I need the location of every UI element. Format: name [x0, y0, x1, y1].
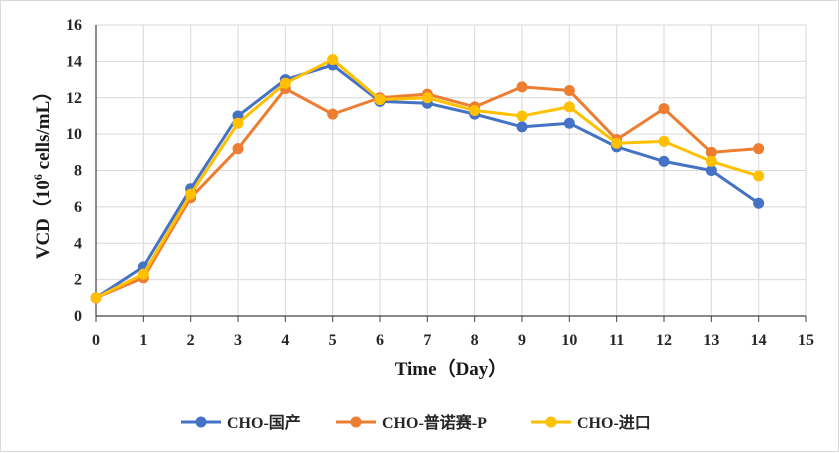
x-tick-label: 2 [187, 332, 195, 349]
x-tick-label: 8 [471, 332, 479, 349]
data-point [90, 292, 102, 304]
y-tick-label: 2 [74, 272, 82, 289]
data-point [421, 92, 433, 104]
data-point [563, 101, 575, 113]
data-point [469, 104, 481, 116]
x-tick-label: 5 [329, 332, 337, 349]
data-point [137, 268, 149, 280]
x-tick-label: 3 [234, 332, 242, 349]
data-point [185, 188, 197, 200]
data-point [705, 155, 717, 167]
y-tick-label: 14 [66, 53, 82, 70]
legend-swatch-marker [545, 416, 557, 428]
data-point [753, 143, 765, 155]
x-tick-label: 11 [609, 332, 624, 349]
x-axis-title: Time（Day） [395, 357, 508, 380]
data-point [753, 197, 765, 209]
y-axis-title: VCD（106 cells/mL） [31, 82, 54, 260]
x-tick-label: 13 [703, 332, 719, 349]
y-tick-label: 10 [66, 126, 82, 143]
x-tick-label: 7 [423, 332, 431, 349]
x-tick-label: 9 [518, 332, 526, 349]
y-tick-label: 8 [74, 163, 82, 180]
x-tick-label: 6 [376, 332, 384, 349]
data-point [516, 110, 528, 122]
y-tick-label: 0 [74, 308, 82, 325]
y-axis-title-unit: cells/mL） [31, 82, 54, 174]
x-tick-label: 1 [139, 332, 147, 349]
data-point [279, 77, 291, 89]
data-point [327, 108, 339, 120]
data-point [327, 54, 339, 66]
data-point [516, 121, 528, 133]
data-point [232, 117, 244, 129]
x-tick-label: 4 [281, 332, 289, 349]
series-layer [90, 54, 765, 304]
data-point [753, 170, 765, 182]
x-tick-label: 12 [656, 332, 672, 349]
data-point [658, 135, 670, 147]
x-tick-label: 0 [92, 332, 100, 349]
legend-item: CHO-进口 [531, 414, 651, 432]
gridlines [96, 24, 807, 316]
legend-swatch-marker [195, 416, 207, 428]
data-point [563, 84, 575, 96]
x-tick-label: 14 [751, 332, 767, 349]
legend-item: CHO-国产 [181, 413, 301, 432]
data-point [232, 143, 244, 155]
data-point [658, 103, 670, 115]
y-tick-label: 4 [74, 235, 82, 252]
legend-label: CHO-进口 [577, 414, 651, 432]
series-3 [90, 54, 765, 304]
y-tick-label: 12 [66, 90, 82, 107]
legend: CHO-国产 CHO-普诺赛-P CHO-进口 [181, 413, 651, 432]
data-point [658, 155, 670, 167]
y-axis-title-main: VCD（10 [31, 180, 54, 259]
legend-label: CHO-国产 [227, 413, 301, 432]
y-axis-title-superscript: 6 [31, 174, 45, 180]
data-point [374, 94, 386, 106]
data-point [611, 137, 623, 149]
legend-item: CHO-普诺赛-P [336, 413, 487, 432]
data-point [563, 117, 575, 129]
legend-swatch-marker [350, 416, 362, 428]
y-tick-label: 16 [66, 17, 82, 34]
data-point [516, 81, 528, 93]
x-tick-label: 15 [798, 332, 814, 349]
axes [95, 25, 807, 322]
legend-label: CHO-普诺赛-P [382, 413, 487, 432]
x-tick-label: 10 [561, 332, 577, 349]
data-point [705, 165, 717, 176]
y-tick-label: 6 [74, 199, 82, 216]
data-point [705, 146, 717, 158]
